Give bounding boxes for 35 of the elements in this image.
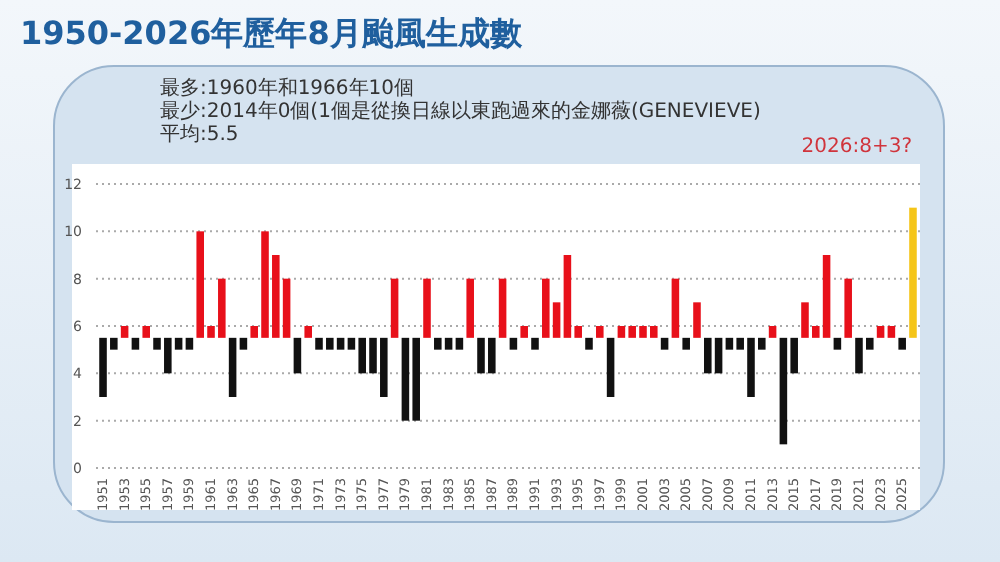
bar [142, 326, 150, 338]
bar [293, 337, 302, 374]
bar [390, 278, 399, 338]
bar [455, 337, 464, 350]
bar [887, 326, 896, 338]
bar [682, 337, 690, 350]
bar [466, 278, 474, 338]
bar [531, 337, 539, 350]
bar [671, 278, 680, 338]
bar [585, 337, 593, 350]
bar [423, 278, 431, 338]
bar [304, 326, 312, 338]
bar [596, 326, 604, 338]
bar [606, 337, 615, 397]
bar [185, 337, 194, 350]
bar [768, 326, 777, 338]
bar [509, 337, 518, 350]
bar [660, 337, 669, 350]
bar [120, 326, 129, 338]
bar [131, 337, 140, 350]
text: 最多:1960年和1966年10個 [160, 76, 414, 100]
bar [833, 337, 842, 350]
text: 平均:5.5 [160, 122, 239, 146]
bar [693, 302, 701, 338]
bar [844, 278, 852, 338]
bar [239, 337, 248, 350]
bar [228, 337, 237, 397]
bar [498, 278, 507, 338]
bar [898, 337, 906, 350]
chart-title: 1950-2026年歷年8月颱風生成數 [20, 14, 524, 52]
bar [876, 326, 885, 338]
bar [520, 326, 528, 338]
text: 最少:2014年0個(1個是從換日線以東跑過來的金娜薇(GENEVIEVE) [160, 99, 761, 123]
bar [909, 207, 917, 338]
text: 2026:8+3? [801, 136, 912, 158]
